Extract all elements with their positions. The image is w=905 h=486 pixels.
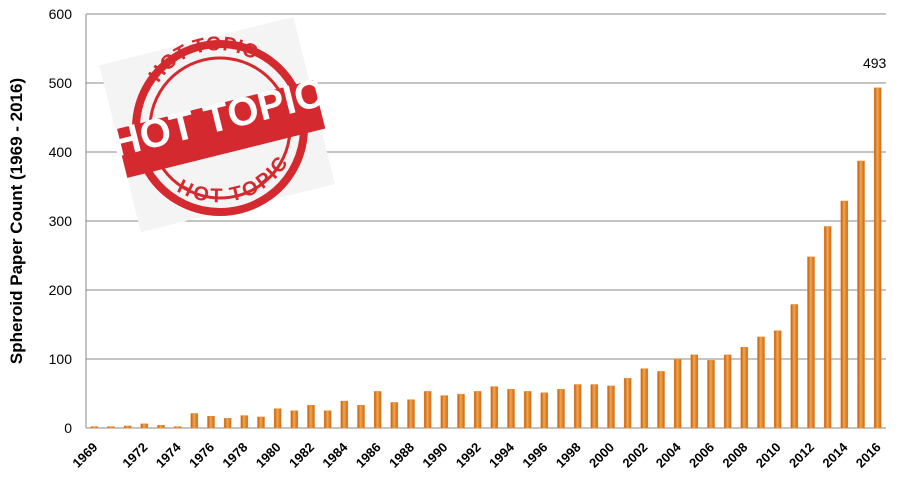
x-tick-label: 1994	[486, 439, 518, 471]
x-tick-label: 1969	[69, 440, 100, 471]
bar	[341, 401, 348, 428]
bar	[841, 201, 848, 428]
bar	[674, 359, 681, 428]
bar	[124, 426, 131, 428]
x-tick-label: 1978	[219, 440, 250, 471]
x-tick-label: 1980	[253, 440, 284, 471]
bar	[758, 337, 765, 428]
bar	[424, 391, 431, 428]
x-tick-label: 1976	[186, 440, 217, 471]
bar	[808, 257, 815, 428]
bar	[874, 88, 881, 428]
bar	[508, 389, 515, 428]
stamp: HOT TOPIC HOT TOPIC HOT TOPIC	[92, 10, 346, 236]
x-tick-label: 2006	[686, 440, 717, 471]
bar	[474, 391, 481, 428]
bar	[391, 402, 398, 428]
y-tick-label: 500	[49, 75, 73, 91]
bar	[724, 355, 731, 428]
x-tick-label: 2014	[819, 439, 851, 471]
y-tick-label: 600	[49, 6, 73, 22]
bar	[524, 391, 531, 428]
bar	[258, 417, 265, 428]
x-tick-label: 1996	[519, 440, 550, 471]
y-tick-label: 0	[64, 420, 72, 436]
y-tick-label: 200	[49, 282, 73, 298]
bar	[358, 405, 365, 428]
x-tick-label: 1990	[419, 440, 450, 471]
bar	[241, 416, 248, 428]
bar	[641, 369, 648, 428]
x-tick-label: 2002	[619, 440, 650, 471]
bar	[441, 396, 448, 428]
y-tick-label: 300	[49, 213, 73, 229]
bar	[858, 161, 865, 428]
x-tick-label: 2000	[586, 440, 617, 471]
bar	[558, 389, 565, 428]
y-tick-label: 400	[49, 144, 73, 160]
x-tick-label: 1988	[386, 440, 417, 471]
bar	[624, 378, 631, 428]
bar	[824, 227, 831, 428]
bar	[741, 347, 748, 428]
bar	[208, 416, 215, 428]
bar	[658, 371, 665, 428]
bar	[291, 411, 298, 428]
x-tick-label: 1982	[286, 440, 317, 471]
bar	[458, 394, 465, 428]
x-tick-label: 2004	[653, 439, 685, 471]
y-axis-title: Spheroid Paper Count (1969 - 2016)	[7, 78, 26, 364]
x-tick-label: 2012	[786, 440, 817, 471]
x-tick-label: 1972	[119, 440, 150, 471]
bar	[491, 387, 498, 428]
bar	[374, 391, 381, 428]
bar	[274, 409, 281, 428]
bar	[774, 331, 781, 428]
x-tick-label: 1998	[553, 440, 584, 471]
bar	[224, 418, 231, 428]
x-tick-label: 1992	[453, 440, 484, 471]
chart: Spheroid Paper Count (1969 - 2016) HOT T…	[0, 0, 905, 486]
bar	[791, 304, 798, 428]
bar	[108, 427, 115, 428]
bar	[608, 386, 615, 428]
x-tick-label: 2008	[719, 440, 750, 471]
x-tick-label: 1984	[319, 439, 351, 471]
bar	[191, 414, 198, 428]
bar	[141, 424, 148, 428]
bar	[408, 400, 415, 428]
x-tick-label: 2016	[853, 440, 884, 471]
bar	[91, 427, 98, 428]
bar	[324, 411, 331, 428]
bar	[541, 393, 548, 428]
x-tick-label: 1974	[153, 439, 185, 471]
bar	[308, 405, 315, 428]
x-tick-label: 2010	[753, 440, 784, 471]
bar	[691, 355, 698, 428]
bar	[708, 360, 715, 428]
bar	[174, 427, 181, 428]
bar	[574, 385, 581, 428]
bar	[158, 425, 165, 428]
y-tick-label: 100	[49, 351, 73, 367]
bar	[591, 385, 598, 428]
x-tick-label: 1986	[353, 440, 384, 471]
value-label: 493	[863, 55, 887, 71]
